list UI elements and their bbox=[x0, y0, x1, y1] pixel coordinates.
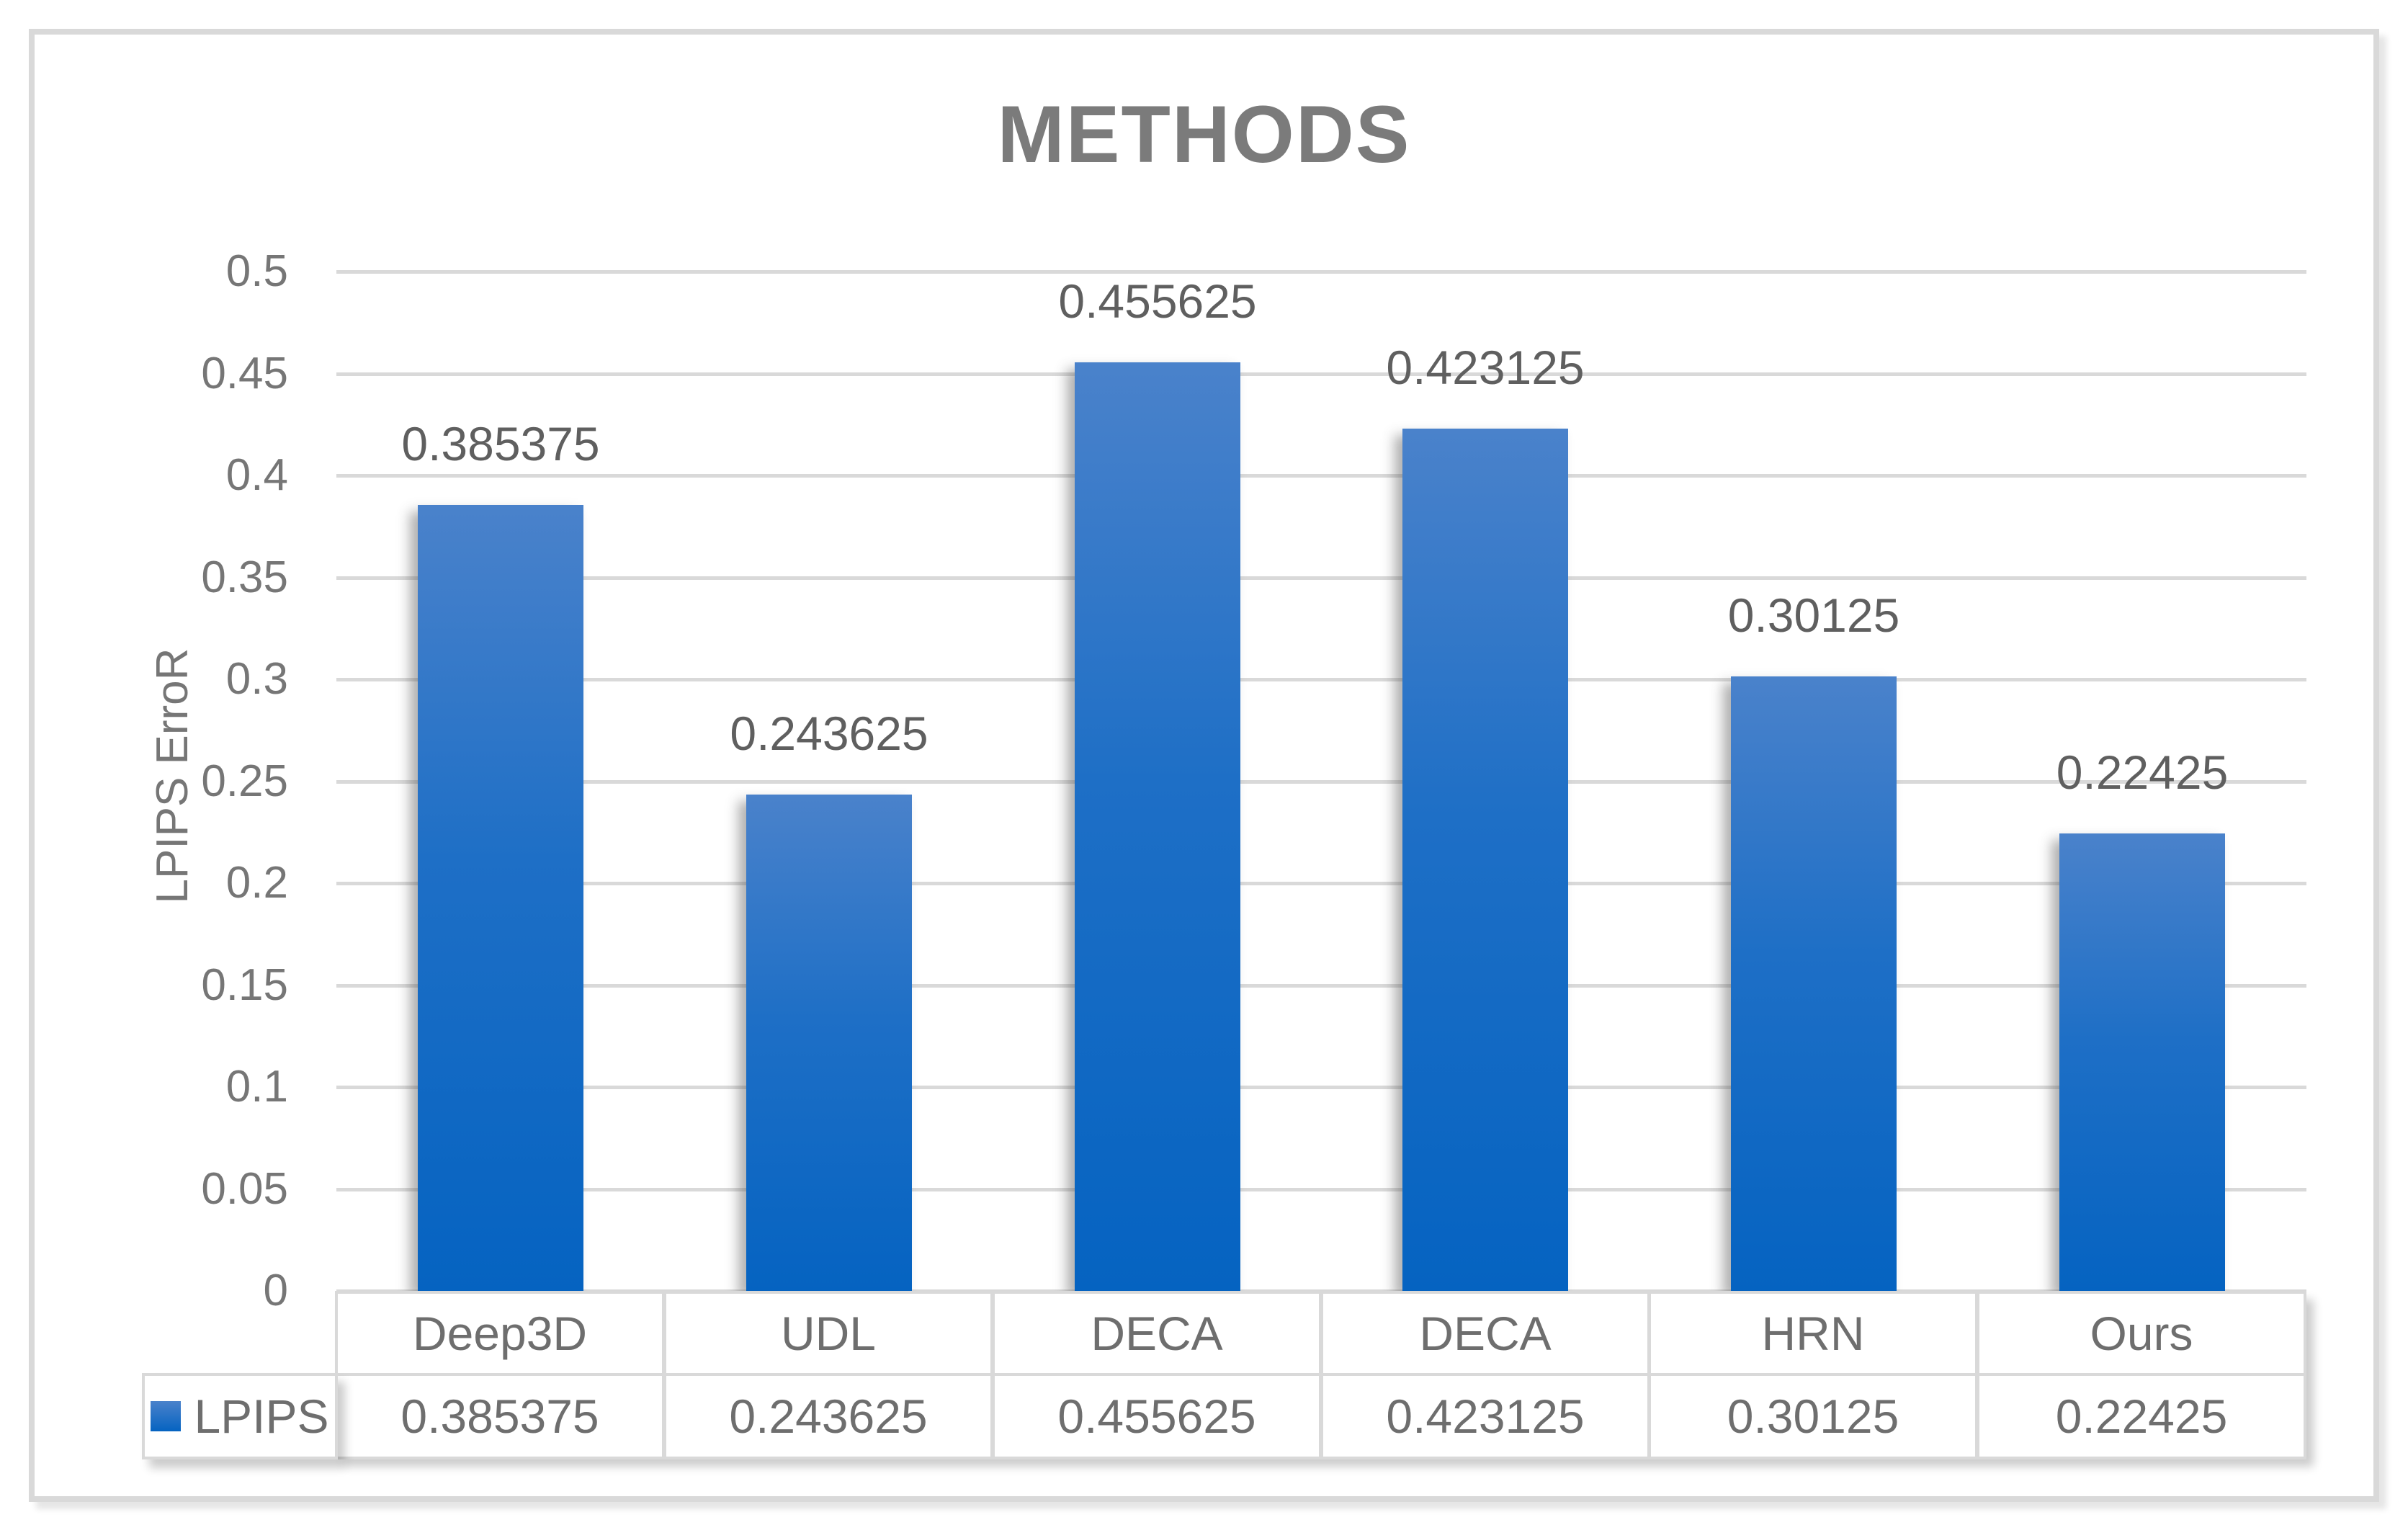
bar-value-label: 0.455625 bbox=[1058, 274, 1257, 328]
bar-deca bbox=[1402, 429, 1568, 1291]
table-header-cell: DECA bbox=[992, 1291, 1322, 1376]
table-value-cell: 0.455625 bbox=[992, 1373, 1322, 1459]
gridline bbox=[336, 270, 2306, 274]
gridline bbox=[336, 882, 2306, 885]
table-header-cell: Ours bbox=[1977, 1291, 2306, 1376]
table-header-cell: HRN bbox=[1648, 1291, 1978, 1376]
bar-udl bbox=[746, 795, 912, 1291]
bar-value-label: 0.385375 bbox=[401, 417, 600, 470]
bar-value-label: 0.30125 bbox=[1727, 589, 1900, 642]
gridline bbox=[336, 372, 2306, 376]
gridline bbox=[336, 678, 2306, 681]
y-tick-label: 0.1 bbox=[225, 1062, 288, 1112]
gridline bbox=[336, 576, 2306, 580]
y-tick-label: 0.05 bbox=[201, 1163, 288, 1214]
bar-value-label: 0.243625 bbox=[730, 707, 928, 760]
y-tick-label: 0.4 bbox=[225, 450, 288, 500]
legend-series-swatch-icon bbox=[151, 1401, 182, 1431]
y-tick-label: 0 bbox=[263, 1266, 288, 1315]
bar-value-label: 0.22425 bbox=[2056, 746, 2229, 799]
y-tick-label: 0.15 bbox=[201, 960, 288, 1010]
legend-cell: LPIPS bbox=[142, 1373, 338, 1459]
gridline bbox=[336, 1187, 2306, 1191]
y-tick-label: 0.2 bbox=[225, 858, 288, 908]
legend-series-label: LPIPS bbox=[194, 1390, 329, 1443]
table-header-cell: UDL bbox=[663, 1291, 993, 1376]
chart-title: METHODS bbox=[997, 89, 1411, 179]
y-tick-label: 0.5 bbox=[225, 246, 288, 296]
y-tick-label: 0.3 bbox=[225, 654, 288, 704]
gridline bbox=[336, 779, 2306, 784]
y-tick-label: 0.35 bbox=[201, 552, 288, 602]
table-value-cell: 0.22425 bbox=[1977, 1373, 2306, 1459]
table-value-cell: 0.243625 bbox=[663, 1373, 993, 1459]
y-tick-label: 0.45 bbox=[201, 348, 288, 398]
bar-ours bbox=[2059, 833, 2225, 1291]
y-tick-label: 0.25 bbox=[201, 756, 288, 806]
bar-hrn bbox=[1731, 676, 1897, 1291]
table-value-cell: 0.30125 bbox=[1648, 1373, 1978, 1459]
table-value-cell: 0.385375 bbox=[335, 1373, 665, 1459]
gridline bbox=[336, 474, 2306, 478]
gridline bbox=[336, 983, 2306, 988]
bar-value-label: 0.423125 bbox=[1386, 341, 1585, 394]
bar-deca bbox=[1075, 362, 1240, 1291]
gridline bbox=[336, 1086, 2306, 1089]
bar-deep3d bbox=[418, 505, 583, 1291]
table-header-cell: Deep3D bbox=[335, 1291, 665, 1376]
table-header-cell: DECA bbox=[1320, 1291, 1650, 1376]
table-value-cell: 0.423125 bbox=[1320, 1373, 1650, 1459]
